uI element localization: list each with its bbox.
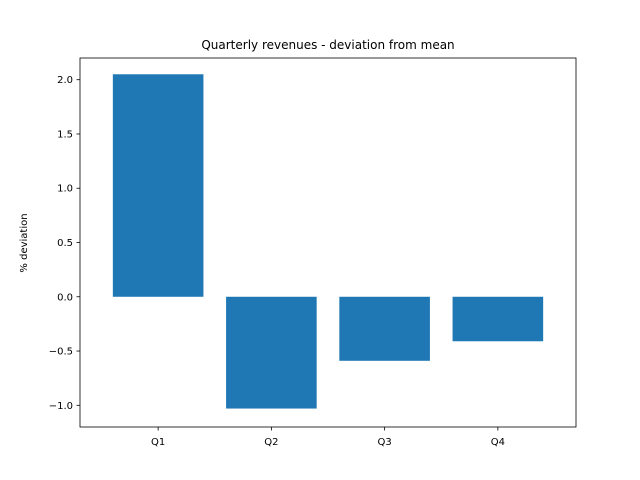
plot-area-frame <box>79 57 577 428</box>
x-tick-label: Q2 <box>264 437 278 448</box>
x-tick-label: Q1 <box>151 437 165 448</box>
y-tick-label: 1.5 <box>57 129 73 140</box>
y-tick-label: −0.5 <box>49 347 73 358</box>
bar-q2 <box>226 296 317 409</box>
bar-q3 <box>339 296 430 361</box>
y-axis-label: % deviation <box>19 213 30 272</box>
bar-q4 <box>452 296 544 342</box>
y-tick-label: 0.5 <box>57 238 73 249</box>
y-axis-ticks: 2.0 1.5 1.0 0.5 0.0 −0.5 −1.0 <box>49 75 80 412</box>
y-tick-label: 1.0 <box>57 184 73 195</box>
x-tick-label: Q3 <box>378 437 392 448</box>
bar-q1 <box>112 74 204 297</box>
y-tick-label: 0.0 <box>57 292 73 303</box>
bars-layer <box>112 74 544 409</box>
y-tick-label: 2.0 <box>57 75 73 86</box>
x-axis-ticks: Q1 Q2 Q3 Q4 <box>151 427 505 448</box>
chart-title: Quarterly revenues - deviation from mean <box>201 38 454 52</box>
x-tick-label: Q4 <box>491 437 505 448</box>
y-tick-label: −1.0 <box>49 401 73 412</box>
